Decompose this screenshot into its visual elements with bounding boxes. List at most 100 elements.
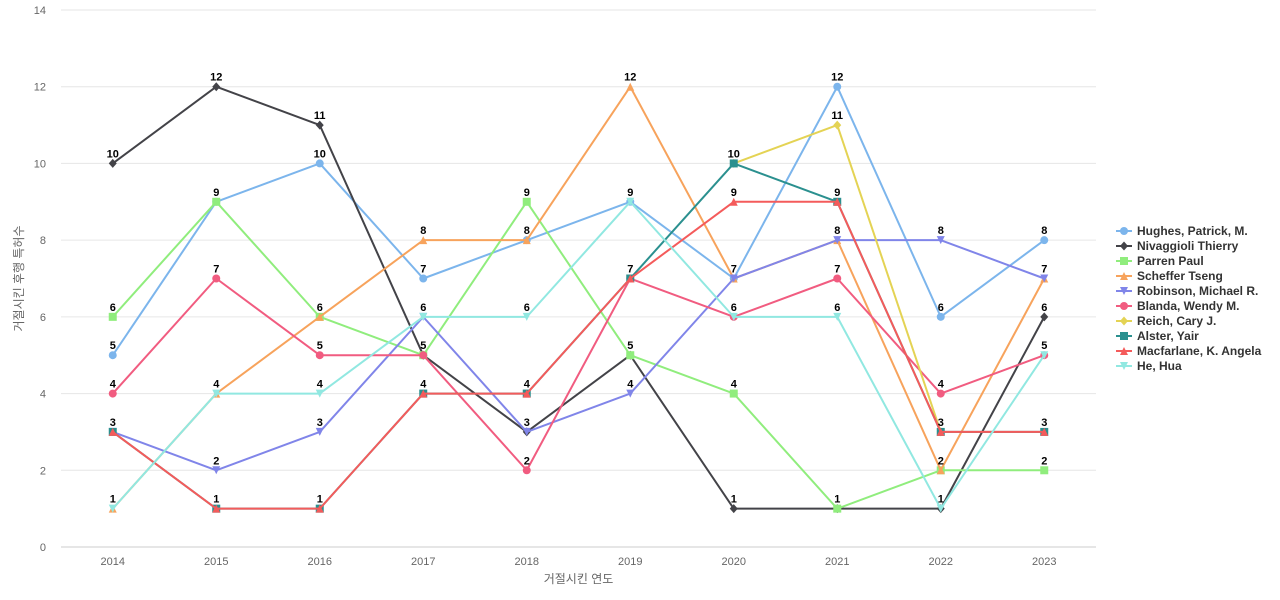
data-point[interactable] xyxy=(108,504,117,513)
data-point[interactable] xyxy=(729,312,738,321)
data-label: 6 xyxy=(110,302,116,314)
data-point[interactable] xyxy=(833,82,842,91)
data-point[interactable] xyxy=(1040,312,1049,322)
legend-item[interactable]: Blanda, Wendy M. xyxy=(1116,299,1239,313)
data-label: 6 xyxy=(420,302,426,314)
data-point[interactable] xyxy=(936,466,945,475)
data-point[interactable] xyxy=(729,274,738,283)
data-point[interactable] xyxy=(936,389,945,398)
legend-label: Reich, Cary J. xyxy=(1137,314,1216,328)
data-point[interactable] xyxy=(936,236,945,245)
data-label: 8 xyxy=(1041,225,1047,237)
data-point[interactable] xyxy=(833,274,842,283)
data-point[interactable] xyxy=(833,236,842,245)
data-point[interactable] xyxy=(315,120,324,130)
legend-item[interactable]: Macfarlane, K. Angela xyxy=(1116,344,1262,358)
data-point[interactable] xyxy=(522,236,531,245)
data-point[interactable] xyxy=(833,504,842,513)
data-point[interactable] xyxy=(522,427,531,436)
data-point[interactable] xyxy=(315,504,324,513)
data-label: 9 xyxy=(213,187,219,199)
data-point[interactable] xyxy=(315,312,324,321)
data-point[interactable] xyxy=(315,389,324,398)
legend-item[interactable]: Hughes, Patrick, M. xyxy=(1116,224,1248,238)
data-point[interactable] xyxy=(315,427,324,436)
data-point[interactable] xyxy=(419,236,428,245)
x-tick-label: 2016 xyxy=(308,556,332,568)
data-point[interactable] xyxy=(626,389,635,398)
data-label: 4 xyxy=(213,379,220,391)
legend-item[interactable]: Nivaggioli Thierry xyxy=(1116,239,1239,253)
data-point[interactable] xyxy=(522,466,531,475)
data-label: 12 xyxy=(624,72,636,84)
legend-marker xyxy=(1120,347,1128,355)
data-point[interactable] xyxy=(212,274,221,283)
data-point[interactable] xyxy=(108,158,117,168)
data-point[interactable] xyxy=(419,274,428,283)
data-point[interactable] xyxy=(419,351,428,360)
data-point[interactable] xyxy=(522,197,531,206)
data-point[interactable] xyxy=(1040,427,1049,436)
data-point[interactable] xyxy=(729,159,738,168)
data-point[interactable] xyxy=(833,120,842,130)
data-point[interactable] xyxy=(212,466,221,475)
data-point[interactable] xyxy=(212,389,221,398)
data-point[interactable] xyxy=(626,274,635,283)
legend[interactable]: Hughes, Patrick, M.Nivaggioli ThierryPar… xyxy=(1116,224,1262,373)
data-label: 1 xyxy=(213,494,219,506)
data-point[interactable] xyxy=(108,389,117,398)
data-point[interactable] xyxy=(1040,236,1049,245)
data-point[interactable] xyxy=(419,389,428,398)
x-tick-label: 2021 xyxy=(825,556,849,568)
data-label: 3 xyxy=(317,417,323,429)
x-tick-label: 2020 xyxy=(722,556,746,568)
data-label: 11 xyxy=(314,110,326,122)
legend-item[interactable]: Robinson, Michael R. xyxy=(1116,284,1258,298)
data-label: 5 xyxy=(420,340,426,352)
data-point[interactable] xyxy=(626,82,635,91)
legend-item[interactable]: Alster, Yair xyxy=(1116,329,1199,343)
data-point[interactable] xyxy=(936,504,945,513)
data-point[interactable] xyxy=(1040,466,1049,475)
data-point[interactable] xyxy=(315,351,324,360)
data-point[interactable] xyxy=(419,312,428,321)
data-label: 9 xyxy=(524,187,530,199)
data-point[interactable] xyxy=(729,389,738,398)
data-label: 1 xyxy=(110,494,116,506)
y-tick-label: 4 xyxy=(40,389,46,401)
data-point[interactable] xyxy=(626,351,635,360)
data-point[interactable] xyxy=(315,159,324,168)
data-label: 7 xyxy=(420,264,426,276)
data-point[interactable] xyxy=(1040,351,1049,360)
legend-marker xyxy=(1120,227,1128,235)
data-point[interactable] xyxy=(212,504,221,513)
data-point[interactable] xyxy=(936,312,945,321)
data-label: 6 xyxy=(731,302,737,314)
y-tick-label: 8 xyxy=(40,235,46,247)
legend-item[interactable]: Reich, Cary J. xyxy=(1116,314,1216,328)
data-label: 3 xyxy=(110,417,116,429)
data-point[interactable] xyxy=(212,197,221,206)
data-point[interactable] xyxy=(108,312,117,321)
data-label: 7 xyxy=(627,264,633,276)
data-point[interactable] xyxy=(936,427,945,436)
legend-label: Nivaggioli Thierry xyxy=(1137,239,1239,253)
data-point[interactable] xyxy=(212,82,221,92)
data-point[interactable] xyxy=(833,312,842,321)
data-point[interactable] xyxy=(522,312,531,321)
data-point[interactable] xyxy=(108,427,117,436)
legend-item[interactable]: Parren Paul xyxy=(1116,254,1204,268)
data-point[interactable] xyxy=(833,197,842,206)
data-label: 5 xyxy=(1041,340,1047,352)
series-line xyxy=(111,277,1046,472)
series-line xyxy=(111,200,1046,510)
data-point[interactable] xyxy=(729,504,738,514)
legend-item[interactable]: Scheffer Tseng xyxy=(1116,269,1223,283)
data-point[interactable] xyxy=(522,389,531,398)
data-label: 1 xyxy=(938,494,944,506)
data-point[interactable] xyxy=(108,351,117,360)
data-point[interactable] xyxy=(1040,274,1049,283)
legend-item[interactable]: He, Hua xyxy=(1116,359,1182,373)
data-point[interactable] xyxy=(626,197,635,206)
data-point[interactable] xyxy=(729,197,738,206)
